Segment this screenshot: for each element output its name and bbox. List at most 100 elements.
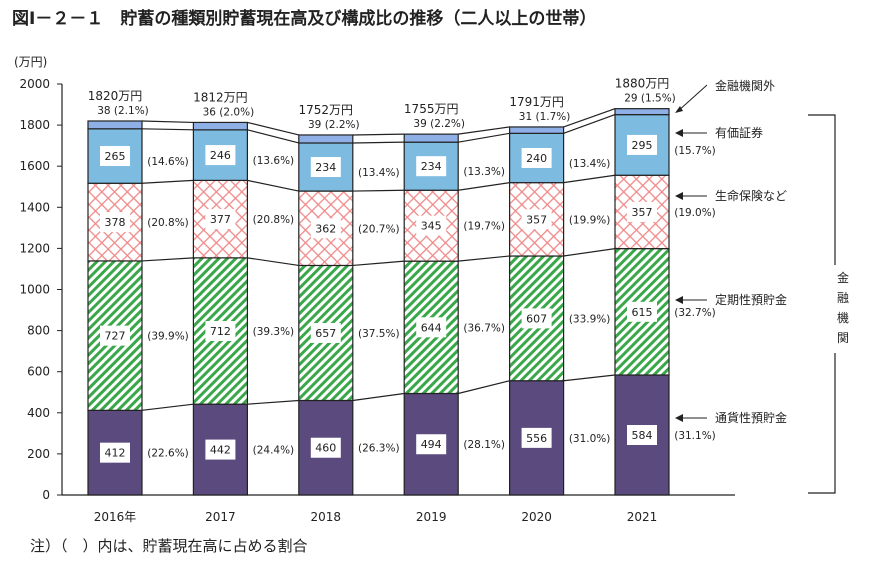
value-label: 357 (632, 206, 653, 219)
percent-label: (13.4%) (358, 167, 400, 179)
percent-label: (13.4%) (569, 158, 611, 170)
percent-label: (20.7%) (358, 223, 400, 235)
value-label: 727 (105, 330, 126, 343)
value-label: 556 (526, 432, 547, 445)
percent-label: (14.6%) (147, 156, 189, 168)
y-tick-label: 2000 (19, 77, 50, 91)
footnote: 注）（ ）内は、貯蓄現在高に占める割合 (30, 537, 308, 555)
value-label-box (416, 215, 447, 236)
value-label: 265 (105, 150, 126, 163)
y-tick-label: 1200 (19, 241, 50, 255)
legend-label: 生命保険など (715, 188, 787, 203)
arrowhead-icon (675, 106, 683, 113)
value-label: 362 (315, 222, 336, 235)
bracket-label-bg (832, 265, 850, 353)
percent-label: (24.4%) (253, 445, 295, 457)
connector-line (141, 120, 194, 124)
bar-segment (192, 121, 248, 131)
legend-arrow (676, 84, 708, 113)
percent-label: (13.3%) (463, 166, 505, 178)
outside-fi-label: 39 (2.2%) (413, 118, 465, 130)
y-tick-label: 1800 (19, 118, 50, 132)
y-tick-label: 200 (27, 447, 50, 461)
value-label: 345 (421, 220, 442, 233)
value-label-box (521, 427, 552, 448)
value-label-box (627, 424, 657, 445)
bar-segment (403, 133, 459, 143)
percent-label: (39.9%) (147, 331, 189, 343)
percent-label: (20.8%) (253, 214, 295, 226)
chart-title: 図Ⅰ－２－１ 貯蓄の種類別貯蓄現在高及び構成比の推移（二人以上の世帯） (12, 8, 596, 29)
connector-line (141, 128, 194, 131)
arrowhead-icon (675, 296, 683, 304)
outside-fi-label: 31 (1.7%) (519, 111, 571, 123)
bar-segment (87, 120, 143, 130)
outside-fi-label: 39 (2.2%) (308, 119, 360, 131)
connector-line (563, 174, 616, 184)
value-label: 234 (421, 160, 442, 173)
value-label-box (627, 134, 657, 155)
y-tick-label: 600 (27, 365, 50, 379)
bracket-label-char: 関 (837, 331, 849, 345)
percent-label: (19.7%) (463, 221, 505, 233)
value-label: 615 (632, 306, 653, 319)
x-tick-label: 2020 (521, 510, 552, 524)
value-label-box (416, 434, 447, 455)
bar-segment (509, 126, 565, 134)
value-label: 494 (421, 438, 442, 451)
total-label: 1812万円 (193, 90, 248, 104)
connector-line (458, 132, 510, 143)
value-label: 657 (315, 327, 336, 340)
value-label: 607 (526, 312, 547, 325)
x-tick-label: 2016年 (94, 510, 137, 524)
x-tick-label: 2018 (311, 510, 342, 524)
legend-label: 有価証券 (715, 125, 763, 140)
y-tick-label: 1000 (19, 283, 50, 297)
value-label-box (416, 156, 447, 177)
total-label: 1820万円 (88, 89, 143, 103)
connector-line (247, 129, 299, 144)
value-label-box (100, 146, 130, 167)
value-label-box (521, 209, 552, 230)
percent-label: (33.9%) (569, 313, 611, 325)
connector-line (563, 114, 616, 134)
value-label: 644 (421, 321, 442, 334)
value-label-box (205, 321, 236, 342)
value-label-box (205, 145, 236, 166)
connector-line (352, 260, 405, 267)
y-tick-label: 0 (42, 488, 50, 502)
connector-line (563, 374, 616, 382)
arrowhead-icon (675, 129, 683, 137)
value-label: 378 (105, 216, 126, 229)
value-label-box (521, 308, 552, 329)
connector-line (247, 399, 299, 405)
total-label: 1880万円 (615, 77, 670, 91)
outside-fi-label: 29 (1.5%) (624, 93, 676, 105)
y-tick-label: 1400 (19, 200, 50, 214)
connector-line (563, 108, 616, 128)
y-tick-label: 400 (27, 406, 50, 420)
connector-line (563, 248, 616, 257)
connector-line (458, 182, 510, 191)
percent-label: (19.9%) (569, 214, 611, 226)
value-label: 357 (526, 213, 547, 226)
arrowhead-icon (675, 192, 683, 200)
percent-label: (28.1%) (463, 439, 505, 451)
legend-label: 通貨性預貯金 (715, 410, 787, 425)
connector-line (352, 141, 405, 144)
total-label: 1755万円 (404, 102, 459, 116)
connector-line (141, 403, 194, 411)
value-label: 460 (315, 442, 336, 455)
percent-label: (13.6%) (253, 155, 295, 167)
connector-line (247, 121, 299, 136)
value-label-box (310, 157, 341, 178)
bracket-label-char: 融 (837, 291, 849, 305)
bar-segment (298, 134, 354, 144)
value-label-box (521, 147, 552, 168)
connector-line (458, 255, 510, 262)
outside-fi-label: 38 (2.1%) (97, 105, 149, 117)
y-tick-label: 1600 (19, 159, 50, 173)
percent-label: (37.5%) (358, 328, 400, 340)
value-label: 295 (632, 139, 653, 152)
